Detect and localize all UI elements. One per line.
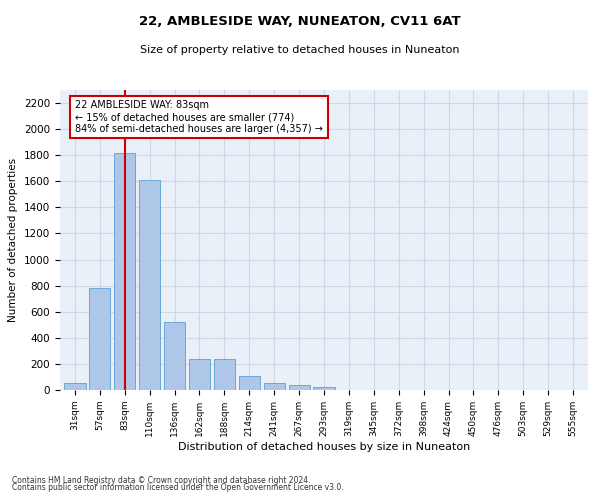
- Bar: [139, 180, 160, 390]
- Text: Size of property relative to detached houses in Nuneaton: Size of property relative to detached ho…: [140, 45, 460, 55]
- Bar: [64, 383, 86, 390]
- Bar: [164, 322, 185, 390]
- Text: 22, AMBLESIDE WAY, NUNEATON, CV11 6AT: 22, AMBLESIDE WAY, NUNEATON, CV11 6AT: [139, 15, 461, 28]
- Y-axis label: Number of detached properties: Number of detached properties: [8, 158, 19, 322]
- Bar: [214, 360, 235, 390]
- Text: Contains HM Land Registry data © Crown copyright and database right 2024.: Contains HM Land Registry data © Crown c…: [12, 476, 311, 485]
- Bar: [239, 376, 260, 390]
- Text: Contains public sector information licensed under the Open Government Licence v3: Contains public sector information licen…: [12, 484, 344, 492]
- Bar: [313, 388, 335, 390]
- Text: 22 AMBLESIDE WAY: 83sqm
← 15% of detached houses are smaller (774)
84% of semi-d: 22 AMBLESIDE WAY: 83sqm ← 15% of detache…: [75, 100, 323, 134]
- X-axis label: Distribution of detached houses by size in Nuneaton: Distribution of detached houses by size …: [178, 442, 470, 452]
- Bar: [189, 360, 210, 390]
- Bar: [114, 152, 136, 390]
- Bar: [263, 383, 285, 390]
- Bar: [89, 288, 110, 390]
- Bar: [289, 385, 310, 390]
